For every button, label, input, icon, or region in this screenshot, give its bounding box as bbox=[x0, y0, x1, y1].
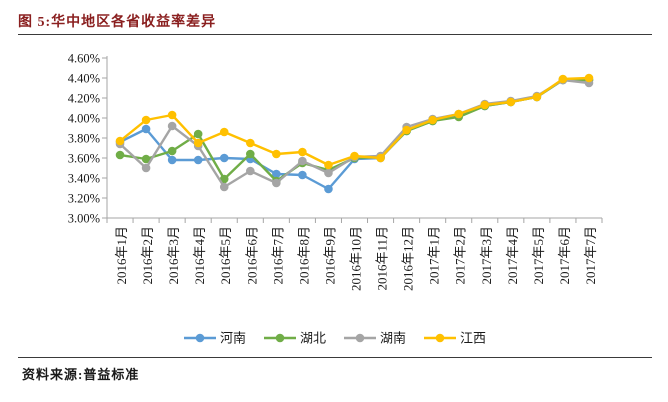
series-point-jiangxi bbox=[272, 149, 281, 159]
series-point-jiangxi bbox=[141, 115, 151, 125]
x-axis-tick-label: 2017年5月 bbox=[531, 226, 546, 285]
legend-marker-hunan bbox=[355, 333, 365, 343]
legend-label-hunan: 湖南 bbox=[380, 331, 406, 346]
series-point-henan bbox=[324, 184, 333, 194]
series-point-jiangxi bbox=[115, 136, 125, 146]
y-axis-tick-label: 3.60% bbox=[68, 152, 100, 166]
series-point-jiangxi bbox=[532, 92, 542, 102]
footer-divider bbox=[18, 357, 652, 358]
series-point-jiangxi bbox=[167, 110, 177, 120]
y-axis-tick-label: 3.20% bbox=[68, 192, 100, 206]
series-point-hubei bbox=[141, 154, 151, 164]
series-point-jiangxi bbox=[376, 153, 385, 163]
series-point-jiangxi bbox=[324, 160, 333, 170]
legend-marker-hubei bbox=[275, 333, 285, 343]
series-point-hunan bbox=[245, 166, 255, 176]
series-point-hubei bbox=[115, 150, 125, 160]
series-point-henan bbox=[219, 153, 229, 163]
x-axis-tick-label: 2017年1月 bbox=[427, 226, 442, 285]
series-point-jiangxi bbox=[350, 151, 359, 161]
legend-marker-jiangxi bbox=[435, 333, 445, 343]
series-point-hunan bbox=[167, 121, 177, 131]
x-axis-tick-label: 2017年7月 bbox=[583, 226, 598, 285]
x-axis-tick-label: 2017年4月 bbox=[505, 226, 520, 285]
legend-label-jiangxi: 江西 bbox=[460, 331, 486, 346]
series-point-henan bbox=[167, 155, 177, 165]
series-point-hunan bbox=[298, 156, 307, 166]
series-point-hunan bbox=[141, 163, 151, 173]
series-point-henan bbox=[141, 124, 151, 134]
x-axis-tick-label: 2016年2月 bbox=[140, 226, 155, 285]
series-point-hubei bbox=[193, 129, 203, 139]
series-point-henan bbox=[272, 169, 281, 179]
series-point-hubei bbox=[245, 149, 255, 159]
series-point-jiangxi bbox=[428, 115, 437, 125]
legend-label-henan: 河南 bbox=[220, 331, 246, 346]
figure-title: 图 5:华中地区各省收益率差异 bbox=[18, 15, 217, 30]
series-point-hunan bbox=[219, 182, 229, 192]
series-point-hubei bbox=[219, 174, 229, 184]
x-axis-tick-label: 2016年6月 bbox=[244, 226, 259, 285]
series-point-jiangxi bbox=[506, 97, 516, 107]
x-axis-tick-label: 2017年6月 bbox=[557, 226, 572, 285]
series-line-hubei bbox=[119, 78, 589, 183]
series-point-jiangxi bbox=[298, 147, 307, 157]
series-point-jiangxi bbox=[558, 74, 568, 84]
x-axis-tick-label: 2017年2月 bbox=[453, 226, 468, 285]
x-axis-tick-label: 2016年11月 bbox=[375, 226, 390, 291]
y-axis-tick-label: 3.80% bbox=[68, 132, 100, 146]
series-point-hubei bbox=[167, 146, 177, 156]
title-divider bbox=[18, 34, 652, 35]
series-point-jiangxi bbox=[454, 109, 464, 119]
y-axis-tick-label: 4.20% bbox=[68, 92, 100, 106]
line-chart: 4.60% 4.40% 4.20% 4.00% 3.80% 3.60% 3.40% 3.20%… bbox=[68, 52, 603, 346]
series-point-henan bbox=[193, 155, 203, 165]
series-point-jiangxi bbox=[584, 73, 594, 83]
legend-marker-henan bbox=[195, 333, 205, 343]
x-axis-tick-label: 2016年3月 bbox=[166, 226, 181, 285]
y-axis-tick-label: 4.00% bbox=[68, 112, 100, 126]
y-axis-tick-label: 4.60% bbox=[68, 52, 100, 66]
x-axis-tick-label: 2016年1月 bbox=[114, 226, 129, 285]
series-point-jiangxi bbox=[245, 138, 255, 148]
x-axis-tick-label: 2016年9月 bbox=[322, 226, 337, 285]
series-point-jiangxi bbox=[193, 138, 203, 148]
x-axis-tick-label: 2016年12月 bbox=[401, 226, 416, 291]
data-source-label: 资料来源:普益标准 bbox=[22, 367, 140, 382]
y-axis-tick-label: 3.40% bbox=[68, 172, 100, 186]
x-axis-tick-label: 2017年3月 bbox=[479, 226, 494, 285]
x-axis-tick-label: 2016年7月 bbox=[270, 226, 285, 285]
series-point-hunan bbox=[324, 168, 333, 178]
y-axis-tick-label: 3.00% bbox=[68, 212, 100, 226]
series-point-henan bbox=[298, 170, 307, 180]
x-axis-tick-label: 2016年4月 bbox=[192, 226, 207, 285]
x-axis-tick-label: 2016年10月 bbox=[349, 226, 364, 291]
series-point-jiangxi bbox=[219, 127, 229, 137]
legend-label-hubei: 湖北 bbox=[300, 331, 326, 346]
series-point-jiangxi bbox=[402, 125, 411, 135]
x-axis-tick-label: 2016年8月 bbox=[296, 226, 311, 285]
series-point-hunan bbox=[272, 178, 281, 188]
x-axis-tick-label: 2016年5月 bbox=[218, 226, 233, 285]
y-axis-tick-label: 4.40% bbox=[68, 72, 100, 86]
series-point-jiangxi bbox=[480, 100, 490, 110]
